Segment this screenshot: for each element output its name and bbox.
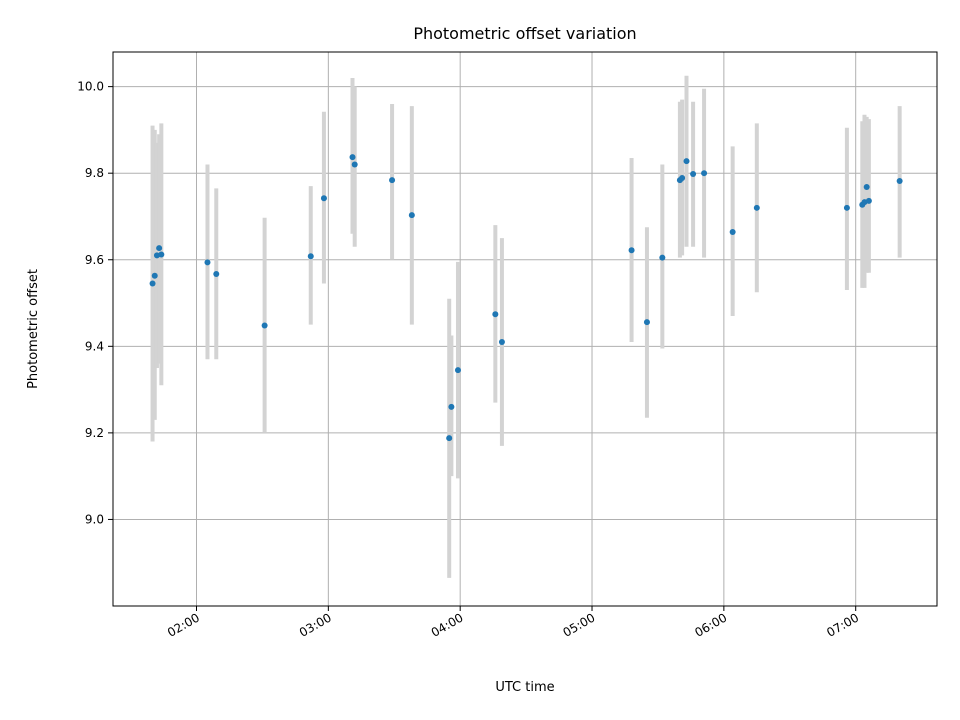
y-tick-label: 9.2 [85,426,104,440]
grid-lines [113,52,937,606]
data-point [389,177,396,184]
data-point [151,272,158,279]
data-point [643,319,650,326]
y-tick-label: 9.4 [85,339,104,353]
y-axis-label: Photometric offset [26,269,41,389]
data-point [149,280,156,287]
y-tick-label: 10.0 [77,80,104,94]
data-point [213,271,220,278]
data-point [204,259,211,266]
data-point [843,204,850,211]
data-point [729,229,736,236]
data-point [896,177,903,184]
data-point [349,154,356,161]
y-tick-label: 9.6 [85,253,104,267]
data-point [683,158,690,165]
y-tick-label: 9.0 [85,512,104,526]
data-point [156,245,163,252]
data-point [320,195,327,202]
data-point [261,322,268,329]
data-point [454,367,461,374]
data-point [628,247,635,254]
data-point [492,311,499,318]
data-point [679,174,686,181]
data-point [865,197,872,204]
data-point [351,161,358,168]
data-point [753,204,760,211]
data-point [307,253,314,260]
chart-title: Photometric offset variation [413,24,636,43]
data-points [149,154,903,442]
data-point [408,212,415,219]
plot-area-frame [112,51,938,607]
data-point [701,170,708,177]
data-point [158,251,165,258]
data-point [690,171,697,178]
data-point [659,254,666,261]
y-tick-label: 9.8 [85,166,104,180]
x-axis-label: UTC time [495,680,554,695]
data-point [446,435,453,442]
data-point [498,338,505,345]
data-point [448,403,455,410]
data-point [863,184,870,191]
y-axis-ticks: 9.0 9.2 9.4 9.6 9.8 10.0 [77,80,113,526]
